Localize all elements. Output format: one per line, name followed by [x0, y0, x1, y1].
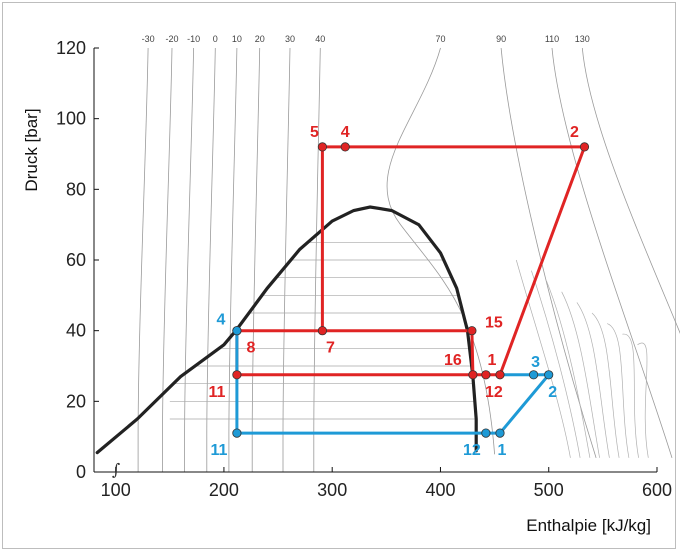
state-point-label: 12 — [463, 442, 481, 459]
isotherm-label: -30 — [142, 34, 155, 44]
state-point-label: 2 — [548, 384, 557, 401]
state-point-marker — [482, 429, 490, 437]
isotherm-line — [582, 48, 680, 458]
isotherm-lines: -30 -20 -10 0 10 20 30 40 70 90 110 130 — [138, 34, 680, 472]
state-point-label: 3 — [531, 354, 540, 371]
isotherm-label: 130 — [575, 34, 590, 44]
axes: 0 20 40 60 80 100 120 100 200 300 400 500 600 — [56, 38, 672, 500]
state-point-label: 12 — [485, 384, 503, 401]
y-tick-label: 120 — [56, 38, 86, 58]
state-point-label: 8 — [246, 340, 255, 357]
isotherm-label: 30 — [285, 34, 295, 44]
isotherm-label: 40 — [315, 34, 325, 44]
state-point-marker — [318, 327, 326, 335]
y-tick-label: 40 — [66, 321, 86, 341]
x-tick-label: 100 — [101, 480, 131, 500]
isotherm-line — [622, 334, 638, 458]
isotherm-line — [516, 260, 570, 458]
state-point-marker — [468, 327, 476, 335]
isotherm-line — [163, 48, 173, 472]
state-point-label: 2 — [570, 124, 579, 141]
state-point-label: 5 — [310, 124, 319, 141]
isotherm-line — [562, 292, 600, 458]
isotherm-line — [607, 324, 629, 458]
x-tick-label: 300 — [317, 480, 347, 500]
isotherm-line — [252, 48, 260, 472]
x-tick-label: 200 — [209, 480, 239, 500]
state-point-marker — [545, 371, 553, 379]
isotherm-label: 10 — [232, 34, 242, 44]
x-axis-label: Enthalpie [kJ/kg] — [526, 516, 651, 535]
x-tick-label: 600 — [642, 480, 672, 500]
x-tick-label: 500 — [534, 480, 564, 500]
y-axis-label: Druck [bar] — [22, 108, 41, 191]
isotherm-label: 90 — [496, 34, 506, 44]
state-point-label: 16 — [444, 352, 462, 369]
state-point-marker — [341, 143, 349, 151]
state-point-marker — [496, 371, 504, 379]
isotherm-label: 110 — [545, 34, 559, 44]
cycle-series — [233, 143, 589, 438]
isotherm-label: 20 — [255, 34, 265, 44]
state-point-marker — [580, 143, 588, 151]
state-point-label: 4 — [341, 124, 350, 141]
state-point-marker — [318, 143, 326, 151]
state-point-marker — [233, 371, 241, 379]
state-point-marker — [496, 429, 504, 437]
axis-break-symbol: ∫ — [112, 460, 120, 479]
isotherm-line — [185, 48, 194, 472]
state-point-marker — [482, 371, 490, 379]
state-point-label: 15 — [485, 315, 503, 332]
isotherm-label: 0 — [213, 34, 218, 44]
state-point-label: 11 — [208, 384, 225, 401]
y-tick-label: 20 — [66, 391, 86, 411]
state-point-label: 4 — [216, 312, 225, 329]
state-point-label: 1 — [488, 352, 497, 369]
y-tick-label: 100 — [56, 109, 86, 129]
y-tick-label: 60 — [66, 250, 86, 270]
state-point-label: 1 — [498, 442, 507, 459]
x-tick-label: 400 — [425, 480, 455, 500]
y-tick-label: 80 — [66, 179, 86, 199]
isotherm-label: -20 — [165, 34, 178, 44]
state-point-marker — [233, 429, 241, 437]
isotherm-line — [207, 48, 216, 472]
state-point-label: 11 — [210, 442, 227, 459]
isotherm-label: -10 — [187, 34, 200, 44]
state-point-label: 7 — [326, 340, 335, 357]
state-point-marker — [529, 371, 537, 379]
isotherm-line — [577, 302, 610, 457]
isotherm-label: 70 — [435, 34, 445, 44]
state-point-marker — [469, 371, 477, 379]
y-tick-label: 0 — [76, 462, 86, 482]
state-point-marker — [233, 327, 241, 335]
